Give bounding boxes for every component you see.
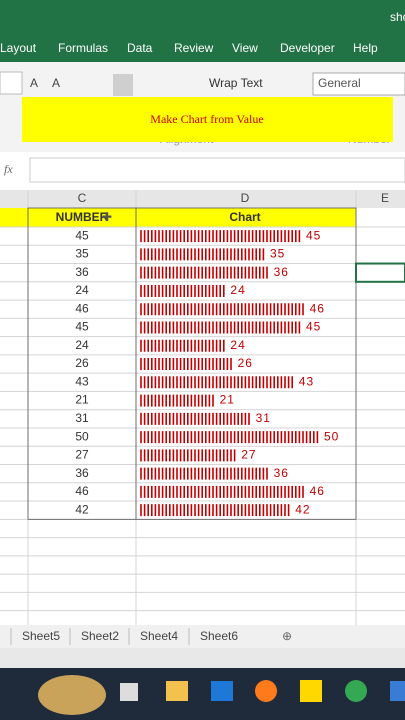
explorer-icon[interactable] <box>166 681 188 701</box>
rept-bar <box>140 394 214 407</box>
rept-bar <box>140 467 268 480</box>
firefox-icon[interactable] <box>255 680 277 702</box>
rept-bar <box>140 266 268 279</box>
chrome-icon[interactable] <box>345 680 367 702</box>
mail-icon[interactable] <box>211 681 233 701</box>
overlay-title-box <box>22 97 393 142</box>
bar-value-label: 46 <box>310 484 325 498</box>
font-size-box <box>0 71 23 95</box>
rept-bar <box>140 321 301 334</box>
title-bar <box>0 0 405 62</box>
number-cell: 36 <box>75 466 89 480</box>
number-cell: 27 <box>75 448 89 462</box>
rept-bar <box>140 230 301 243</box>
header-cell: NUMBER <box>56 210 109 224</box>
number-cell: 36 <box>75 265 89 279</box>
bar-value-label: 36 <box>274 466 289 480</box>
ribbon-tab[interactable]: Help <box>353 41 378 55</box>
number-cell: 24 <box>75 338 89 352</box>
column-header: E <box>381 191 389 205</box>
column-header-row <box>0 190 405 208</box>
header-fill <box>0 208 356 227</box>
taskview-icon[interactable] <box>120 683 138 701</box>
status-bar <box>0 648 405 668</box>
rept-bar <box>140 504 290 517</box>
sheet-tab[interactable]: Sheet6 <box>200 629 238 643</box>
rept-bar <box>140 358 232 371</box>
add-sheet[interactable]: ⊕ <box>282 629 292 643</box>
rept-bar <box>140 339 225 352</box>
bar-value-label: 24 <box>230 338 245 352</box>
rept-bar <box>140 248 265 261</box>
rept-bar <box>140 412 250 425</box>
bar-value-label: 21 <box>220 393 235 407</box>
number-cell: 21 <box>75 393 89 407</box>
ribbon-tab[interactable]: View <box>232 41 258 55</box>
column-header: D <box>241 191 250 205</box>
number-cell: 45 <box>75 320 89 334</box>
bar-value-label: 24 <box>230 283 245 297</box>
number-cell: 24 <box>75 283 89 297</box>
sheet-tab-bar <box>0 625 405 648</box>
bar-value-label: 45 <box>306 320 321 334</box>
meerkat-art <box>38 675 106 715</box>
header-cell: Chart <box>229 210 260 224</box>
table-border <box>27 207 357 520</box>
ribbon-tab[interactable]: Developer <box>280 41 335 55</box>
bar-value-label: 27 <box>241 448 256 462</box>
number-format-box[interactable] <box>312 72 405 96</box>
selected-cell <box>355 262 405 283</box>
bar-value-label: 35 <box>270 247 285 261</box>
ribbon-tab[interactable]: Formulas <box>58 41 108 55</box>
column-header: C <box>78 191 87 205</box>
bar-value-label: 26 <box>238 356 253 370</box>
number-format[interactable]: General <box>318 76 361 90</box>
bar-value-label: 50 <box>324 429 339 443</box>
rept-bar <box>140 303 304 316</box>
rept-bar <box>140 376 293 389</box>
shrink-font[interactable]: A <box>52 76 60 90</box>
bar-value-label: 43 <box>299 374 314 388</box>
ribbon-tab[interactable]: Review <box>174 41 214 55</box>
sheet-tab[interactable]: Sheet4 <box>140 629 178 643</box>
app-icon[interactable] <box>390 681 405 701</box>
bar-value-label: 36 <box>274 265 289 279</box>
number-cell: 46 <box>75 301 89 315</box>
notes-icon[interactable] <box>300 680 322 702</box>
bar-value-label: 31 <box>256 411 271 425</box>
window-title: sho <box>390 10 405 24</box>
ribbon-tab[interactable]: Layout <box>0 41 37 55</box>
grow-font[interactable]: A <box>30 76 38 90</box>
formula-bar[interactable] <box>29 157 405 183</box>
wrap-text[interactable]: Wrap Text <box>209 76 263 90</box>
number-cell: 26 <box>75 356 89 370</box>
number-cell: 31 <box>75 411 89 425</box>
sheet-tab[interactable]: Sheet2 <box>81 629 119 643</box>
bar-value-label: 45 <box>306 228 321 242</box>
number-cell: 45 <box>75 228 89 242</box>
cursor: ✚ <box>102 210 112 224</box>
overlay-title: Make Chart from Value <box>150 112 263 126</box>
rept-bar <box>140 284 225 297</box>
align-button[interactable] <box>113 74 133 96</box>
bar-value-label: 46 <box>310 301 325 315</box>
rept-bar <box>140 431 319 444</box>
rept-bar <box>140 485 304 498</box>
ribbon-tab[interactable]: Data <box>127 41 153 55</box>
fx-label: fx <box>4 162 13 176</box>
sheet-tab[interactable]: Sheet5 <box>22 629 60 643</box>
number-cell: 43 <box>75 374 89 388</box>
number-cell: 42 <box>75 502 89 516</box>
bar-value-label: 42 <box>295 502 310 516</box>
number-cell: 35 <box>75 247 89 261</box>
rept-bar <box>140 449 236 462</box>
number-cell: 46 <box>75 484 89 498</box>
number-cell: 50 <box>75 429 89 443</box>
